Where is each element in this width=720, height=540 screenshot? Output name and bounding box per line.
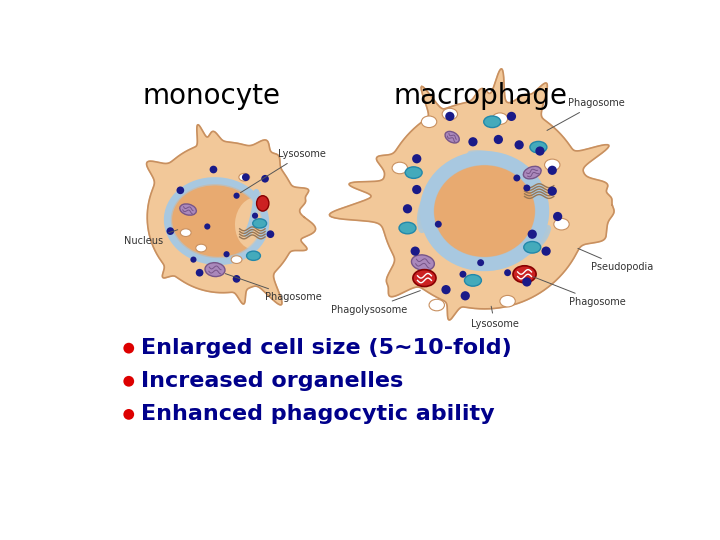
Circle shape	[468, 137, 477, 146]
Circle shape	[266, 231, 274, 238]
Circle shape	[441, 285, 451, 294]
Text: Phagolysosome: Phagolysosome	[330, 291, 420, 315]
Text: Phagosome: Phagosome	[225, 274, 322, 302]
Circle shape	[233, 193, 240, 199]
Ellipse shape	[167, 180, 266, 261]
Circle shape	[461, 291, 470, 300]
Circle shape	[412, 185, 421, 194]
Ellipse shape	[413, 269, 436, 287]
Ellipse shape	[399, 222, 416, 234]
Circle shape	[553, 212, 562, 221]
Circle shape	[223, 251, 230, 257]
Text: Nucleus: Nucleus	[124, 230, 178, 246]
Circle shape	[123, 376, 134, 387]
Ellipse shape	[427, 158, 542, 264]
Circle shape	[410, 247, 420, 256]
Circle shape	[123, 343, 134, 354]
Text: Increased organelles: Increased organelles	[141, 372, 403, 392]
Circle shape	[504, 269, 511, 276]
Circle shape	[541, 247, 551, 256]
Text: Phagosome: Phagosome	[534, 277, 626, 307]
Text: Enhanced phagocytic ability: Enhanced phagocytic ability	[141, 404, 495, 424]
Circle shape	[190, 256, 197, 262]
Polygon shape	[330, 69, 614, 320]
Text: Phagosome: Phagosome	[547, 98, 624, 131]
Circle shape	[445, 112, 454, 121]
Text: macrophage: macrophage	[394, 82, 567, 110]
Circle shape	[204, 224, 210, 230]
Circle shape	[123, 409, 134, 420]
Ellipse shape	[246, 251, 261, 260]
Circle shape	[252, 213, 258, 219]
Text: Pseudopodia: Pseudopodia	[578, 248, 653, 272]
Ellipse shape	[429, 299, 444, 311]
Circle shape	[242, 173, 250, 181]
Circle shape	[412, 154, 421, 164]
Text: Enlarged cell size (5~10-fold): Enlarged cell size (5~10-fold)	[141, 338, 512, 358]
Ellipse shape	[421, 116, 437, 127]
Circle shape	[210, 166, 217, 173]
Ellipse shape	[442, 109, 457, 120]
Ellipse shape	[392, 162, 408, 174]
Circle shape	[523, 185, 531, 192]
Circle shape	[196, 269, 204, 276]
Circle shape	[535, 146, 544, 156]
Ellipse shape	[180, 204, 197, 215]
Circle shape	[261, 175, 269, 183]
Ellipse shape	[523, 166, 541, 179]
Ellipse shape	[411, 255, 434, 271]
Circle shape	[522, 278, 531, 287]
Ellipse shape	[180, 229, 191, 237]
Polygon shape	[147, 125, 315, 305]
Text: Lysosome: Lysosome	[240, 149, 326, 193]
Ellipse shape	[445, 131, 459, 143]
Circle shape	[548, 186, 557, 195]
Ellipse shape	[500, 295, 516, 307]
Circle shape	[176, 186, 184, 194]
Ellipse shape	[492, 113, 508, 125]
Circle shape	[403, 204, 412, 213]
Circle shape	[528, 230, 537, 239]
Circle shape	[233, 275, 240, 283]
Text: Lysosome: Lysosome	[471, 306, 518, 329]
Ellipse shape	[484, 116, 500, 127]
Circle shape	[513, 174, 521, 181]
Ellipse shape	[530, 141, 547, 153]
Text: monocyte: monocyte	[142, 82, 280, 110]
Circle shape	[435, 221, 442, 228]
Circle shape	[548, 166, 557, 175]
Ellipse shape	[231, 256, 242, 264]
Circle shape	[494, 135, 503, 144]
Circle shape	[477, 259, 484, 266]
Ellipse shape	[544, 159, 560, 171]
Ellipse shape	[196, 244, 207, 252]
Circle shape	[459, 271, 467, 278]
Ellipse shape	[205, 262, 225, 276]
Ellipse shape	[235, 197, 275, 249]
Ellipse shape	[253, 219, 266, 228]
Circle shape	[166, 227, 174, 235]
Ellipse shape	[554, 218, 570, 230]
Circle shape	[515, 140, 523, 150]
Ellipse shape	[523, 241, 541, 253]
Ellipse shape	[513, 266, 536, 283]
Ellipse shape	[256, 195, 269, 211]
Ellipse shape	[464, 275, 482, 286]
Ellipse shape	[239, 173, 250, 181]
Circle shape	[507, 112, 516, 121]
Ellipse shape	[405, 167, 422, 178]
